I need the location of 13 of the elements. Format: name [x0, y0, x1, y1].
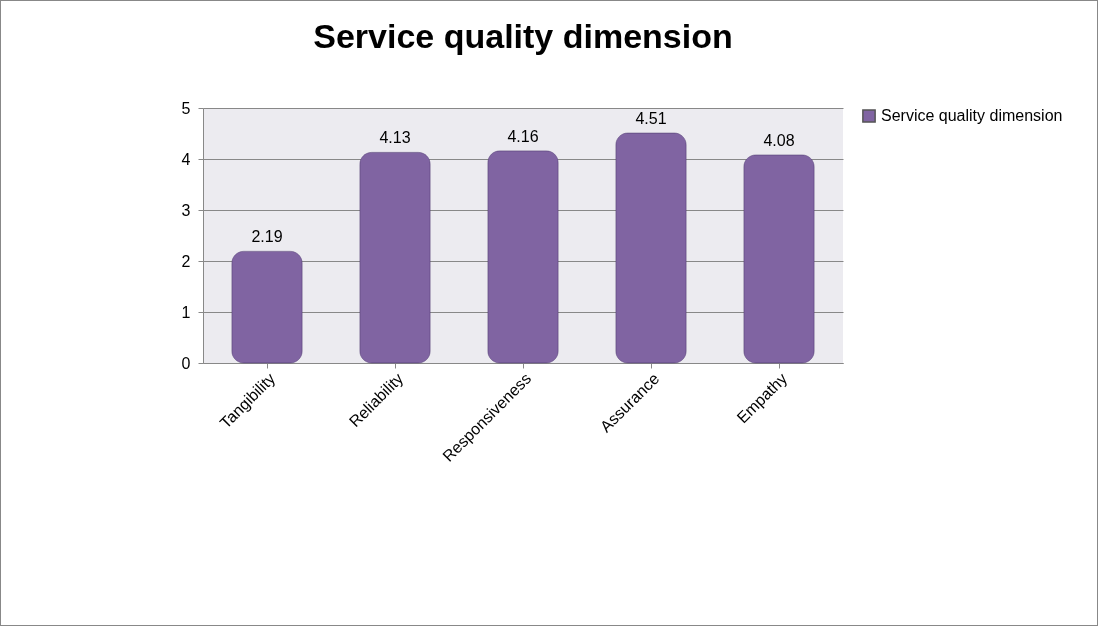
data-label: 4.16 — [507, 127, 539, 145]
y-tick-label: 5 — [181, 99, 191, 117]
y-tick-label: 1 — [181, 303, 191, 321]
data-label: 4.13 — [379, 129, 411, 147]
legend-label: Service quality dimension — [881, 107, 1063, 124]
y-tick-label: 3 — [181, 201, 191, 219]
data-label: 4.51 — [635, 109, 667, 127]
y-tick-label: 0 — [181, 354, 191, 372]
y-tick-label: 2 — [181, 252, 191, 270]
y-tick-label: 4 — [181, 150, 191, 168]
chart-title: Service quality dimension — [313, 17, 733, 55]
data-label: 4.08 — [763, 131, 795, 149]
data-label: 2.19 — [251, 228, 283, 246]
